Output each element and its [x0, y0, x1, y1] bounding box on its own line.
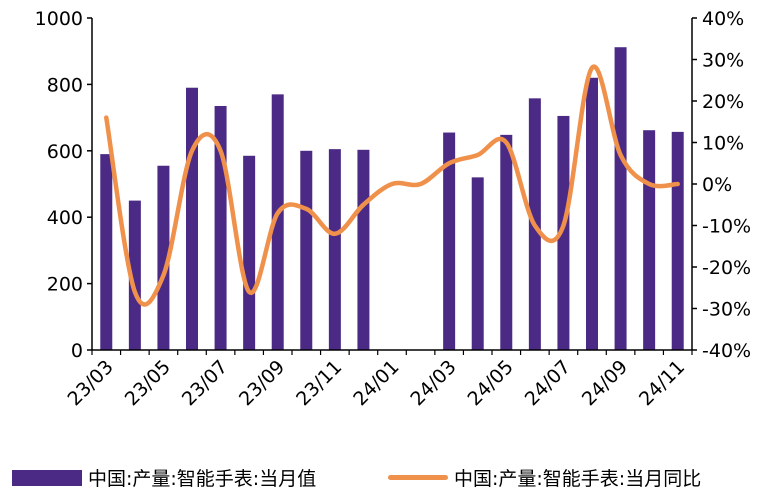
left-tick-label: 200 — [47, 274, 83, 296]
yoy-line — [104, 64, 680, 307]
bar-23/09 — [271, 94, 284, 350]
left-tick-label: 600 — [47, 141, 83, 163]
right-tick-label: 0% — [702, 174, 732, 196]
bar-24/10 — [643, 130, 656, 350]
bar-24/08 — [586, 77, 598, 350]
right-tick-label: 20% — [702, 91, 744, 113]
bar-23/08 — [243, 155, 256, 350]
right-tick-label: 30% — [702, 50, 744, 72]
left-tick-label: 800 — [47, 74, 83, 96]
bar-series — [100, 47, 684, 351]
x-tick-label: 24/07 — [521, 356, 575, 410]
bar-23/04 — [128, 200, 141, 350]
x-tick-label: 24/09 — [578, 356, 632, 410]
x-tick-label: 24/05 — [464, 356, 518, 410]
bar-23/05 — [157, 165, 170, 350]
left-tick-label: 400 — [47, 207, 83, 229]
x-tick-label: 23/07 — [178, 356, 232, 410]
bar-24/07 — [557, 115, 570, 350]
x-tick-label: 23/03 — [64, 356, 118, 410]
x-tick-label: 24/11 — [635, 356, 689, 410]
left-tick-label: 1000 — [35, 8, 83, 30]
right-tick-label: -40% — [702, 340, 751, 362]
x-tick-label: 24/03 — [406, 356, 460, 410]
bar-24/03 — [443, 132, 456, 350]
right-tick-label: -30% — [702, 299, 751, 321]
bar-23/11 — [328, 149, 341, 350]
bar-24/11 — [671, 131, 684, 350]
right-tick-label: 10% — [702, 133, 744, 155]
legend-bar-swatch — [12, 469, 82, 486]
legend-line-swatch — [388, 475, 448, 480]
right-tick-label: -10% — [702, 216, 751, 238]
bar-24/09 — [614, 47, 627, 350]
x-tick-label: 24/01 — [349, 356, 403, 410]
bar-23/06 — [186, 87, 198, 350]
bar-24/04 — [471, 177, 484, 350]
right-tick-label: 40% — [702, 8, 744, 30]
x-tick-label: 23/05 — [121, 356, 175, 410]
legend-item-bar: 中国:产量:智能手表:当月值 — [12, 464, 316, 491]
chart-svg: 0 200 400 600 800 1000 -40% -30% -20% -10% 0% 10% 20… — [35, 8, 751, 410]
x-tick-label: 23/11 — [292, 356, 346, 410]
x-tick-label: 23/09 — [235, 356, 289, 410]
right-tick-label: -20% — [702, 257, 751, 279]
legend: 中国:产量:智能手表:当月值 中国:产量:智能手表:当月同比 — [0, 458, 780, 494]
bar-23/10 — [300, 150, 313, 350]
left-tick-label: 0 — [71, 340, 83, 362]
bar-23/03 — [100, 154, 113, 350]
bar-23/12 — [357, 149, 370, 350]
legend-bar-label: 中国:产量:智能手表:当月值 — [88, 468, 317, 490]
legend-line-label: 中国:产量:智能手表:当月同比 — [454, 468, 702, 490]
legend-item-line: 中国:产量:智能手表:当月同比 — [388, 464, 701, 491]
line-series — [104, 64, 680, 307]
bar-24/05 — [500, 134, 513, 350]
